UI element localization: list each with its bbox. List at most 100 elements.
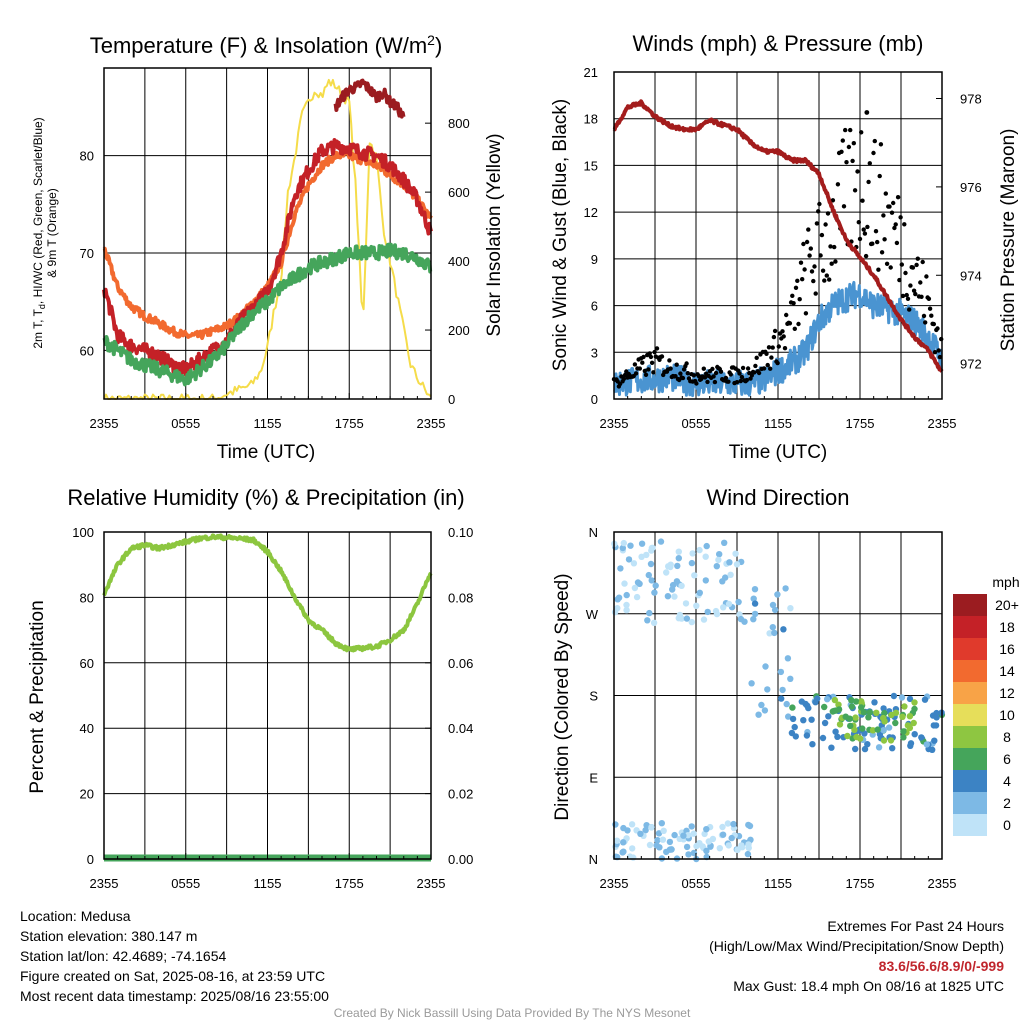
gust-point bbox=[926, 296, 932, 301]
direction-point bbox=[651, 589, 658, 596]
gust-point bbox=[710, 366, 715, 372]
direction-point bbox=[675, 555, 682, 562]
gust-point bbox=[935, 326, 940, 331]
gust-point bbox=[875, 239, 880, 245]
gust-point bbox=[792, 326, 797, 331]
direction-point bbox=[665, 563, 672, 570]
direction-point bbox=[690, 830, 697, 837]
direction-point bbox=[751, 600, 759, 607]
direction-point bbox=[725, 842, 732, 849]
gust-point bbox=[884, 261, 890, 266]
direction-point bbox=[911, 699, 918, 706]
winds-x-label: Time (UTC) bbox=[729, 442, 828, 463]
temperature-x-tick: 0555 bbox=[171, 416, 200, 431]
temperature-y2-tick: 800 bbox=[448, 116, 470, 131]
direction-point bbox=[683, 615, 691, 622]
humidity-y2-tick: 0.06 bbox=[448, 656, 473, 671]
legend-label: 12 bbox=[999, 685, 1015, 701]
direction-x-tick: 1155 bbox=[764, 876, 792, 891]
gust-point bbox=[797, 297, 802, 302]
legend-label: 20+ bbox=[995, 597, 1019, 613]
direction-point bbox=[659, 836, 667, 843]
direction-point bbox=[630, 560, 638, 567]
gust-point bbox=[808, 246, 813, 251]
gust-point bbox=[921, 313, 927, 319]
humidity-line bbox=[102, 533, 433, 653]
legend-swatch bbox=[953, 638, 987, 660]
direction-point bbox=[789, 704, 796, 711]
gust-point bbox=[855, 169, 860, 174]
gust-point bbox=[857, 236, 863, 242]
winds-y-tick: 21 bbox=[584, 65, 598, 80]
gust-point bbox=[893, 222, 898, 227]
direction-point bbox=[735, 598, 742, 606]
winds-x-tick: 0555 bbox=[682, 416, 711, 431]
humidity-frame bbox=[103, 531, 432, 860]
gust-point bbox=[889, 210, 895, 215]
direction-point bbox=[873, 709, 880, 716]
direction-point bbox=[783, 700, 790, 708]
direction-point bbox=[719, 831, 727, 838]
gust-point bbox=[646, 367, 651, 372]
winds-y2-tick: 974 bbox=[960, 268, 982, 283]
gust-point bbox=[870, 241, 875, 246]
temperature-y2-tick: 200 bbox=[448, 323, 470, 338]
direction-point bbox=[716, 551, 723, 558]
gust-point bbox=[822, 278, 827, 283]
gust-point bbox=[878, 142, 884, 147]
direction-point bbox=[932, 722, 940, 729]
winds-y2-tick: 976 bbox=[960, 180, 982, 195]
direction-point bbox=[900, 728, 907, 735]
direction-point bbox=[844, 732, 851, 740]
legend-swatch bbox=[953, 594, 987, 616]
direction-frame bbox=[613, 531, 943, 860]
gust-point bbox=[701, 366, 706, 371]
gust-point bbox=[801, 241, 806, 247]
direction-point bbox=[619, 849, 626, 856]
temperature-x-tick: 2355 bbox=[90, 416, 119, 431]
legend-label: 18 bbox=[999, 619, 1015, 635]
gust-point bbox=[769, 355, 774, 360]
direction-point bbox=[929, 746, 936, 753]
extremes-info: Extremes For Past 24 Hours (High/Low/Max… bbox=[709, 916, 1004, 996]
legend-swatch bbox=[953, 792, 987, 814]
direction-point bbox=[918, 734, 925, 741]
humidity-chart: 0 20 40 60 80 100 0.00 0.02 0.04 0.06 0.08 0.10 2355… bbox=[72, 525, 473, 891]
humidity-y2-tick: 0.10 bbox=[448, 525, 473, 540]
direction-point bbox=[689, 550, 696, 557]
gust-point bbox=[910, 265, 916, 270]
gust-point bbox=[752, 370, 757, 375]
direction-point bbox=[642, 827, 649, 834]
direction-point bbox=[869, 727, 877, 734]
direction-point bbox=[808, 716, 815, 723]
gust-point bbox=[883, 191, 888, 196]
gust-point bbox=[923, 320, 928, 325]
direction-point bbox=[803, 732, 811, 739]
legend-label: 14 bbox=[999, 663, 1015, 679]
direction-point bbox=[861, 745, 869, 753]
legend-swatch bbox=[953, 814, 987, 836]
gust-point bbox=[888, 265, 893, 270]
gust-point bbox=[705, 379, 710, 385]
direction-point bbox=[778, 695, 785, 702]
direction-point bbox=[769, 624, 776, 631]
gust-point bbox=[647, 351, 652, 356]
direction-point bbox=[777, 668, 785, 676]
direction-point bbox=[853, 698, 860, 705]
direction-point bbox=[669, 586, 676, 593]
gust-point bbox=[795, 278, 800, 283]
gust-point bbox=[776, 344, 781, 349]
gust-point bbox=[723, 375, 729, 381]
gust-point bbox=[907, 307, 912, 312]
gust-point bbox=[641, 354, 646, 360]
winds-y-tick: 15 bbox=[584, 158, 598, 173]
direction-point bbox=[715, 556, 722, 564]
gust-point bbox=[825, 211, 831, 216]
direction-point bbox=[834, 733, 841, 740]
direction-point bbox=[623, 607, 630, 614]
direction-point bbox=[716, 845, 723, 852]
gust-point bbox=[820, 268, 826, 273]
direction-point bbox=[631, 584, 639, 592]
direction-point bbox=[611, 609, 619, 616]
gust-point bbox=[915, 256, 920, 261]
